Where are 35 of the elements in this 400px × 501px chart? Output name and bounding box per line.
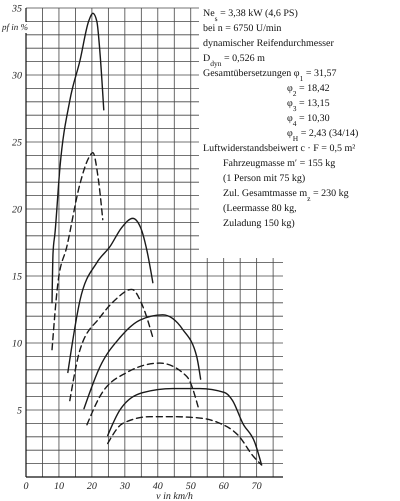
x-tick-label: 20 (86, 481, 97, 492)
x-tick-label: 60 (218, 481, 229, 492)
line-series (67, 218, 154, 374)
annotation: Zul. Gesamtmasse m$_{z}$ = 230 kg (223, 188, 349, 202)
annotation: (Leermasse 80 kg, (223, 203, 297, 214)
x-tick-label: 10 (54, 481, 64, 492)
x-axis-title: v in km/h (156, 491, 193, 501)
line-series (51, 12, 104, 304)
annotation: Zuladung 150 kg) (223, 218, 295, 229)
line-series (51, 152, 104, 350)
annotation: (1 Person mit 75 kg) (223, 173, 306, 184)
y-tick-label: 35 (11, 4, 22, 14)
x-tick-label: 50 (186, 481, 196, 492)
text: φ$_{3}$ = 13,15 (287, 98, 330, 112)
y-tick-label: 20 (12, 204, 22, 216)
annotation: Luftwiderstandsbeiwert c · F = 0,5 m² (203, 143, 356, 154)
x-tick-label: 0 (24, 481, 28, 492)
y-tick-label: 10 (12, 338, 22, 350)
annotation: Fahrzeugmasse m′ = 155 kg (223, 158, 336, 169)
annotation: D$_{dyn}$ = 0,526 m (203, 53, 266, 68)
y-tick-label: 25 (12, 138, 22, 148)
y-axis-title: pf in % (1, 22, 28, 32)
annotation: bei n = 6750 U/min (203, 23, 282, 34)
y-tick-label: 30 (11, 70, 22, 82)
y-tick-label: 5 (17, 406, 22, 416)
x-tick-label: 40 (152, 481, 163, 492)
text: φ$_{4}$ = 10,30 (287, 113, 330, 128)
x-tick-label: 70 (252, 481, 262, 492)
x-tick-label: 30 (118, 481, 130, 492)
annotation: Gesamtübersetzungen φ$_{1}$ = 31,57 (203, 68, 336, 82)
annotation: Ne$_{s}$ = 3,38 kW (4,6 PS) (203, 8, 298, 22)
y-tick-label: 15 (12, 272, 22, 282)
text: φ$_{H}$ = 2,43 (34/14) (287, 128, 358, 142)
annotation: dynamischer Reifendurchmesser (203, 38, 334, 49)
text: φ$_{2}$ = 18,42 (287, 83, 330, 98)
